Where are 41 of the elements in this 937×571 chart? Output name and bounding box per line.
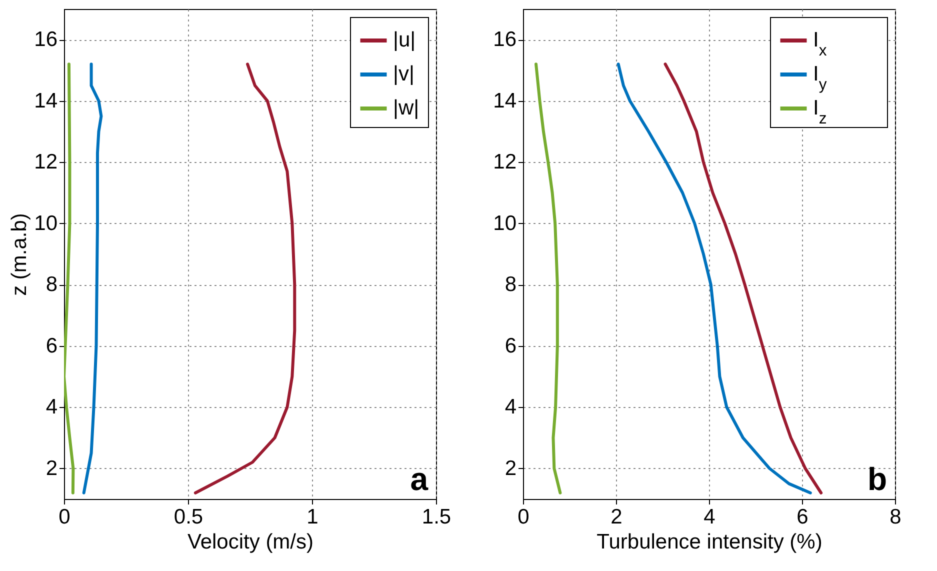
y-tick-label: 16 — [34, 28, 58, 52]
line-series — [194, 62, 296, 494]
legend-label: I$_{y}$ — [813, 62, 827, 93]
y-tick-label: 12 — [34, 150, 58, 174]
line-series — [64, 62, 75, 494]
legend-label: |w| — [393, 96, 420, 120]
x-tick-label: 0 — [58, 506, 70, 528]
y-tick-label: 4 — [504, 396, 517, 419]
y-axis-title: z (m.a.b) — [8, 213, 32, 296]
x-tick-label: 1.5 — [422, 506, 452, 528]
y-tick-label: 8 — [504, 273, 516, 296]
x-tick-label: 2 — [610, 506, 622, 528]
y-tick-label: 12 — [493, 150, 516, 174]
y-tick-label: 6 — [504, 334, 516, 358]
line-series — [82, 62, 103, 494]
annotation: b — [867, 461, 887, 497]
y-tick-label: 4 — [46, 396, 58, 419]
y-tick-label: 10 — [34, 212, 58, 235]
y-tick-label: 14 — [34, 89, 58, 112]
legend-label: I$_{z}$ — [813, 96, 827, 127]
x-axis-title: Velocity (m/s) — [187, 530, 314, 554]
y-tick-label: 2 — [46, 456, 58, 480]
y-tick-label: 8 — [46, 273, 58, 296]
y-tick-label: 16 — [493, 28, 516, 52]
x-tick-label: 0 — [518, 506, 530, 528]
annotation: a — [410, 461, 428, 497]
x-tick-label: 0.5 — [174, 506, 204, 528]
x-axis-title: Turbulence intensity (%) — [596, 530, 822, 554]
x-tick-label: 4 — [704, 506, 716, 528]
x-tick-label: 6 — [796, 506, 808, 528]
legend-label: I$_{x}$ — [813, 28, 827, 59]
line-series — [616, 62, 812, 494]
y-tick-label: 6 — [46, 334, 58, 358]
line-series — [534, 62, 562, 494]
x-tick-label: 1 — [306, 506, 318, 528]
y-tick-label: 14 — [493, 89, 517, 112]
y-tick-label: 2 — [504, 456, 516, 480]
y-tick-label: 10 — [493, 212, 516, 235]
x-tick-label: 8 — [890, 506, 902, 528]
legend-label: |u| — [393, 28, 416, 52]
legend-label: |v| — [393, 62, 414, 86]
